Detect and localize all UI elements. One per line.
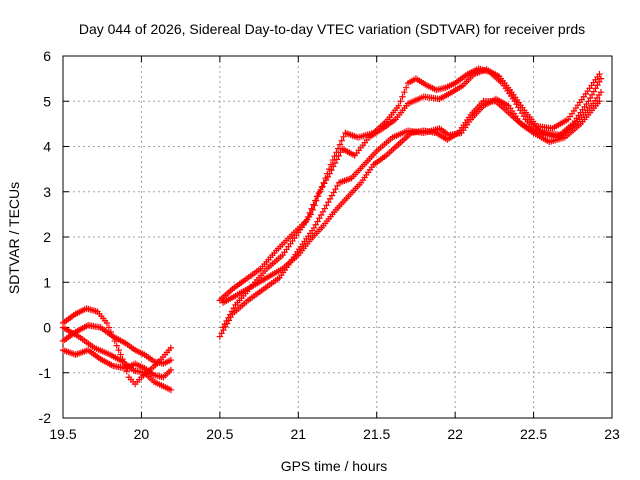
data-point [311, 202, 318, 209]
x-tick-labels: 19.5 20 20.5 21 21.5 22 22.5 23 [49, 426, 620, 442]
data-point [403, 84, 410, 91]
data-point [328, 166, 335, 174]
data-point [167, 386, 175, 394]
data-point [597, 89, 605, 96]
data-point [167, 356, 175, 364]
x-tick-label: 20.5 [206, 426, 233, 442]
data-point [588, 91, 596, 98]
data-point [334, 182, 341, 190]
data-point [596, 70, 603, 78]
y-tick-labels: -2 -1 0 1 2 3 4 5 6 [39, 48, 52, 426]
x-tick-label: 19.5 [49, 426, 76, 442]
data-point [325, 198, 332, 206]
data-point [321, 205, 328, 212]
data-point [332, 185, 339, 193]
data-point [309, 206, 316, 214]
data-point [333, 156, 341, 163]
data-point [338, 137, 345, 144]
data-point [319, 183, 326, 190]
data-point [310, 224, 318, 232]
data-point [401, 89, 408, 96]
data-point [304, 213, 312, 221]
data-point [585, 98, 592, 105]
series-track-2 [59, 66, 603, 381]
y-tick-label: 3 [43, 184, 51, 200]
data-point [317, 211, 325, 219]
data-point [225, 317, 233, 324]
data-point [218, 330, 225, 337]
data-point [590, 88, 598, 95]
data-point [336, 141, 344, 148]
data-point [596, 78, 603, 86]
data-point [399, 93, 406, 100]
data-point [227, 313, 234, 321]
data-point [123, 368, 130, 375]
data-point [306, 209, 313, 217]
data-point [317, 186, 324, 194]
data-point [597, 75, 605, 82]
x-tick-label: 22.5 [520, 426, 547, 442]
x-tick-label: 20 [134, 426, 150, 442]
data-point [113, 342, 120, 349]
data-point [319, 208, 327, 215]
y-tick-label: -1 [39, 365, 52, 381]
data-point [167, 344, 175, 352]
y-tick-label: -2 [39, 410, 52, 426]
data-point [337, 149, 344, 156]
x-tick-label: 21.5 [363, 426, 390, 442]
y-tick-label: 2 [43, 229, 51, 245]
data-point [594, 81, 601, 89]
data-point [592, 85, 599, 92]
data-point [397, 98, 404, 105]
x-tick-label: 22 [447, 426, 463, 442]
data-point [324, 173, 332, 181]
data-point [340, 133, 347, 141]
data-point [220, 326, 227, 334]
data-point [328, 192, 336, 199]
data-point [302, 217, 310, 225]
data-point [222, 323, 229, 331]
data-point [322, 176, 330, 184]
data-point [316, 215, 323, 222]
data-point [326, 170, 333, 177]
y-tick-label: 6 [43, 48, 51, 64]
axis-ticks [62, 55, 613, 419]
data-marks [59, 65, 605, 394]
data-point [326, 195, 334, 203]
data-point [115, 346, 122, 354]
y-tick-label: 5 [43, 93, 51, 109]
data-point [335, 152, 342, 160]
data-point [312, 221, 319, 228]
chart-title: Day 044 of 2026, Sidereal Day-to-day VTE… [79, 21, 585, 37]
data-point [216, 333, 224, 340]
y-tick-label: 0 [43, 320, 51, 336]
data-point [395, 102, 402, 109]
data-point [315, 189, 323, 197]
data-point [330, 189, 337, 196]
data-point [312, 197, 319, 204]
data-point [103, 319, 111, 327]
y-axis-label: SDTVAR / TECUs [6, 182, 22, 294]
data-point [117, 351, 124, 358]
series-track-4 [59, 89, 605, 367]
x-tick-label: 21 [290, 426, 306, 442]
data-point [310, 201, 317, 208]
data-point [308, 205, 315, 212]
x-axis-label: GPS time / hours [281, 458, 388, 474]
data-point [321, 180, 328, 187]
y-tick-label: 4 [43, 139, 51, 155]
data-point [223, 320, 231, 327]
data-point [105, 324, 113, 331]
data-point [331, 159, 339, 167]
data-point [323, 202, 330, 209]
data-point [167, 366, 175, 374]
y-tick-label: 1 [43, 274, 51, 290]
x-tick-label: 23 [604, 426, 620, 442]
data-point [330, 163, 337, 170]
data-point [587, 94, 594, 102]
data-point [313, 193, 321, 200]
data-point [314, 218, 321, 225]
